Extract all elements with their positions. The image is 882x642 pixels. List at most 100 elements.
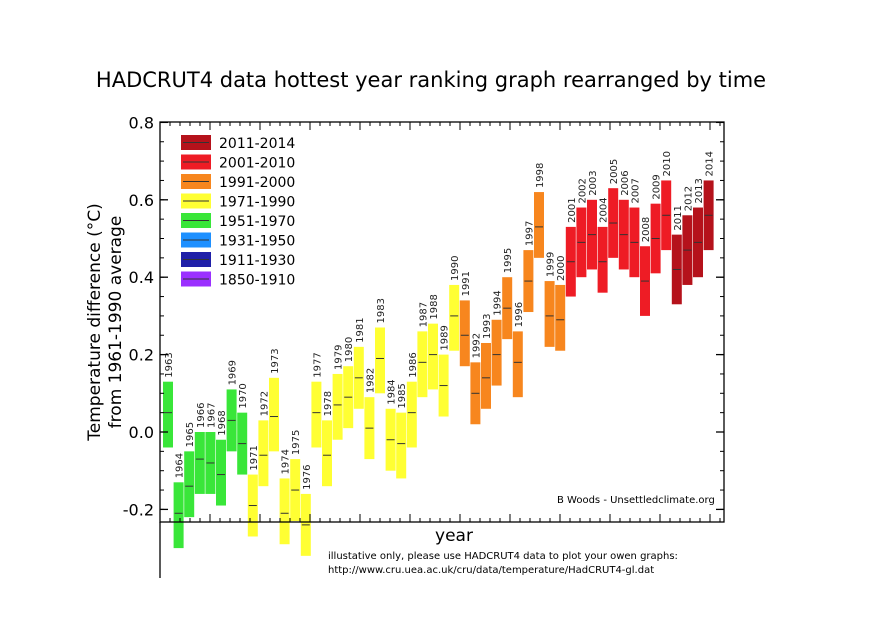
year-label-1997: 1997 xyxy=(524,221,535,246)
x-axis-label: year xyxy=(435,526,473,546)
bar-1994 xyxy=(491,319,502,386)
legend-label-1931-1950: 1931-1950 xyxy=(219,234,295,250)
plot-border xyxy=(159,121,725,523)
data-source-note: illustative only, please use HADCRUT4 da… xyxy=(328,550,678,578)
legend-label-1951-1970: 1951-1970 xyxy=(219,214,295,230)
year-label-1985: 1985 xyxy=(397,383,408,408)
bar-1993 xyxy=(481,342,491,409)
bar-1978 xyxy=(322,420,332,487)
y-axis-label-line1: Temperature difference (°C) xyxy=(85,203,105,441)
year-label-1975: 1975 xyxy=(291,430,302,455)
bar-1988 xyxy=(428,323,438,390)
year-label-1969: 1969 xyxy=(228,360,239,385)
year-label-1989: 1989 xyxy=(440,325,451,350)
year-label-1993: 1993 xyxy=(482,314,493,339)
credit-text: B Woods - Unsettledclimate.org xyxy=(557,495,715,506)
plot-area xyxy=(160,122,724,522)
year-label-2000: 2000 xyxy=(556,255,567,280)
bar-1986 xyxy=(406,381,417,448)
bar-1985 xyxy=(396,412,407,479)
year-label-1967: 1967 xyxy=(206,403,217,428)
year-label-1964: 1964 xyxy=(175,453,186,478)
year-label-1972: 1972 xyxy=(259,391,270,416)
y-axis-label-line2: from 1961-1990 average xyxy=(106,216,126,429)
bar-1966 xyxy=(194,432,205,494)
bar-1965 xyxy=(184,451,195,518)
bar-1963 xyxy=(163,381,173,448)
bar-1998 xyxy=(534,192,544,258)
legend-label-1971-1990: 1971-1990 xyxy=(219,195,295,211)
bar-1996 xyxy=(512,331,523,398)
year-label-1971: 1971 xyxy=(249,445,260,470)
legend-label-2001-2010: 2001-2010 xyxy=(219,156,295,172)
year-label-1991: 1991 xyxy=(461,271,472,296)
plot-frame xyxy=(160,122,724,522)
year-label-1983: 1983 xyxy=(376,298,387,323)
year-label-2004: 2004 xyxy=(599,197,610,222)
year-label-2014: 2014 xyxy=(705,151,716,176)
year-label-1963: 1963 xyxy=(164,352,175,377)
note-line-2: http://www.cru.uea.ac.uk/cru/data/temper… xyxy=(328,565,655,576)
year-label-2006: 2006 xyxy=(620,170,631,195)
y-tick-label: -0.2 xyxy=(123,500,154,519)
year-label-1970: 1970 xyxy=(238,383,249,408)
year-label-2005: 2005 xyxy=(609,159,620,184)
year-label-1999: 1999 xyxy=(546,252,557,277)
year-label-1996: 1996 xyxy=(514,302,525,327)
legend-label-1991-2000: 1991-2000 xyxy=(219,175,295,191)
year-label-2007: 2007 xyxy=(630,178,641,203)
year-label-1976: 1976 xyxy=(302,464,313,489)
year-label-2003: 2003 xyxy=(588,170,599,195)
year-label-2008: 2008 xyxy=(641,217,652,242)
year-label-1984: 1984 xyxy=(387,379,398,404)
year-label-2012: 2012 xyxy=(683,186,694,211)
year-label-1980: 1980 xyxy=(344,337,355,362)
year-label-1973: 1973 xyxy=(270,348,281,373)
year-label-1995: 1995 xyxy=(503,248,514,273)
bar-1987 xyxy=(417,331,428,398)
legend-label-1850-1910: 1850-1910 xyxy=(219,273,295,289)
legend: 2011-2014 2001-2010 1991-2000 1971-1990 1951… xyxy=(181,135,295,289)
y-tick-label: 0.6 xyxy=(129,191,154,210)
year-label-1974: 1974 xyxy=(281,449,292,474)
bar-1964 xyxy=(173,482,184,549)
bar-2000 xyxy=(555,284,566,351)
year-label-1988: 1988 xyxy=(429,294,440,319)
bar-1972 xyxy=(258,420,269,487)
bar-1991 xyxy=(459,300,470,367)
bar-1990 xyxy=(449,284,460,351)
year-label-2013: 2013 xyxy=(694,178,705,203)
legend-label-2011-2014: 2011-2014 xyxy=(219,136,295,152)
bar-1999 xyxy=(544,281,555,347)
year-label-1966: 1966 xyxy=(196,403,207,428)
year-label-2010: 2010 xyxy=(662,151,673,176)
year-label-1990: 1990 xyxy=(450,255,461,280)
bar-1979 xyxy=(332,373,343,440)
bar-1973 xyxy=(269,377,279,452)
year-label-1987: 1987 xyxy=(418,302,429,327)
bar-2004 xyxy=(597,226,608,293)
year-label-1986: 1986 xyxy=(408,352,419,377)
year-label-1978: 1978 xyxy=(323,391,334,416)
year-label-1994: 1994 xyxy=(493,290,504,315)
year-label-1992: 1992 xyxy=(471,333,482,358)
year-label-1998: 1998 xyxy=(535,163,546,188)
year-label-2001: 2001 xyxy=(567,197,578,222)
y-tick-label: 0.8 xyxy=(129,113,154,132)
y-tick-label: 0.2 xyxy=(129,346,154,365)
legend-label-1911-1930: 1911-1930 xyxy=(219,253,295,269)
chart-title: HADCRUT4 data hottest year ranking graph… xyxy=(95,68,767,92)
bar-1968 xyxy=(216,439,226,506)
note-line-1: illustative only, please use HADCRUT4 da… xyxy=(328,551,678,562)
year-label-1981: 1981 xyxy=(355,317,366,342)
bar-1977 xyxy=(311,381,322,448)
bar-1983 xyxy=(375,327,385,394)
year-label-1982: 1982 xyxy=(365,368,376,393)
y-tick-label: 0.0 xyxy=(129,423,154,442)
year-label-1979: 1979 xyxy=(334,344,345,369)
axes-layer: 0.8 0.6 0.4 0.2 0.0 -0.2 xyxy=(123,113,725,578)
year-label-1968: 1968 xyxy=(217,410,228,435)
y-tick-label: 0.4 xyxy=(129,268,154,287)
